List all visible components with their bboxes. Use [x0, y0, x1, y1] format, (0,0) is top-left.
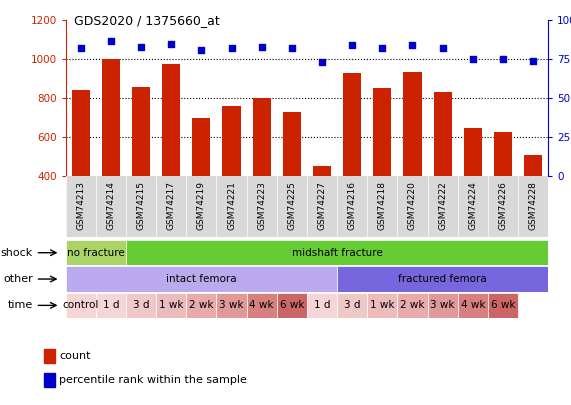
Text: other: other [3, 274, 33, 284]
Bar [488, 293, 518, 318]
Text: GSM74220: GSM74220 [408, 181, 417, 230]
Text: no fracture: no fracture [67, 248, 124, 258]
Text: GSM74221: GSM74221 [227, 181, 236, 230]
Point [106, 37, 115, 44]
Text: GSM74224: GSM74224 [468, 181, 477, 230]
Bar [252, 98, 271, 176]
Point [468, 56, 477, 62]
Point [529, 58, 538, 64]
Bar [307, 293, 337, 318]
Point [438, 45, 447, 51]
Bar [373, 88, 391, 176]
Text: GSM74227: GSM74227 [317, 181, 327, 230]
Text: 3 d: 3 d [133, 301, 149, 310]
Text: 3 wk: 3 wk [219, 301, 244, 310]
Text: 4 wk: 4 wk [250, 301, 274, 310]
Text: 3 d: 3 d [344, 301, 360, 310]
Bar [102, 59, 120, 176]
Text: GSM74222: GSM74222 [438, 181, 447, 230]
Bar [403, 72, 421, 176]
Bar [524, 155, 542, 176]
Bar [247, 293, 277, 318]
Bar [283, 112, 301, 176]
Text: 3 wk: 3 wk [431, 301, 455, 310]
Bar [494, 132, 512, 176]
Text: 1 wk: 1 wk [159, 301, 183, 310]
Text: control: control [63, 301, 99, 310]
Text: GSM74214: GSM74214 [106, 181, 115, 230]
Text: GSM74219: GSM74219 [197, 181, 206, 230]
Text: time: time [7, 301, 33, 310]
Bar [428, 293, 458, 318]
Bar [66, 240, 126, 265]
Bar [156, 293, 186, 318]
Point [167, 40, 176, 47]
Text: count: count [59, 351, 91, 361]
Bar [66, 293, 96, 318]
Point [136, 43, 146, 50]
Bar [96, 293, 126, 318]
Bar [186, 293, 216, 318]
Text: percentile rank within the sample: percentile rank within the sample [59, 375, 247, 385]
Bar [464, 128, 482, 176]
Bar [66, 266, 337, 292]
Point [227, 45, 236, 51]
Bar [132, 87, 150, 176]
Text: GSM74218: GSM74218 [378, 181, 387, 230]
Text: GSM74228: GSM74228 [529, 181, 537, 230]
Bar [277, 293, 307, 318]
Bar [458, 293, 488, 318]
Bar [44, 373, 55, 387]
Point [317, 59, 327, 66]
Bar [72, 90, 90, 176]
Bar [126, 293, 156, 318]
Bar [343, 73, 361, 176]
Text: GSM74215: GSM74215 [136, 181, 146, 230]
Text: shock: shock [1, 248, 33, 258]
Point [408, 42, 417, 49]
Text: GSM74223: GSM74223 [257, 181, 266, 230]
Bar [337, 293, 367, 318]
Text: 2 wk: 2 wk [189, 301, 214, 310]
Text: fractured femora: fractured femora [398, 274, 487, 284]
Text: 6 wk: 6 wk [490, 301, 515, 310]
Bar [216, 293, 247, 318]
Text: 6 wk: 6 wk [280, 301, 304, 310]
Text: 1 d: 1 d [313, 301, 330, 310]
Text: GSM74225: GSM74225 [287, 181, 296, 230]
Point [498, 56, 508, 62]
Point [257, 43, 266, 50]
Bar [223, 106, 240, 176]
Text: GSM74226: GSM74226 [498, 181, 508, 230]
Text: GSM74217: GSM74217 [167, 181, 176, 230]
Text: intact femora: intact femora [166, 274, 236, 284]
Text: 1 d: 1 d [103, 301, 119, 310]
Text: GSM74216: GSM74216 [348, 181, 357, 230]
Bar [337, 266, 548, 292]
Text: GSM74213: GSM74213 [77, 181, 85, 230]
Bar [367, 293, 397, 318]
Point [287, 45, 296, 51]
Point [76, 45, 85, 51]
Text: 4 wk: 4 wk [461, 301, 485, 310]
Bar [162, 64, 180, 176]
Bar [397, 293, 428, 318]
Bar [313, 166, 331, 176]
Bar [192, 118, 210, 176]
Text: 1 wk: 1 wk [370, 301, 395, 310]
Bar [433, 92, 452, 176]
Bar [44, 349, 55, 363]
Point [348, 42, 357, 49]
Point [197, 47, 206, 53]
Text: midshaft fracture: midshaft fracture [292, 248, 383, 258]
Point [378, 45, 387, 51]
Text: 2 wk: 2 wk [400, 301, 425, 310]
Text: GDS2020 / 1375660_at: GDS2020 / 1375660_at [74, 14, 220, 27]
Bar [126, 240, 548, 265]
